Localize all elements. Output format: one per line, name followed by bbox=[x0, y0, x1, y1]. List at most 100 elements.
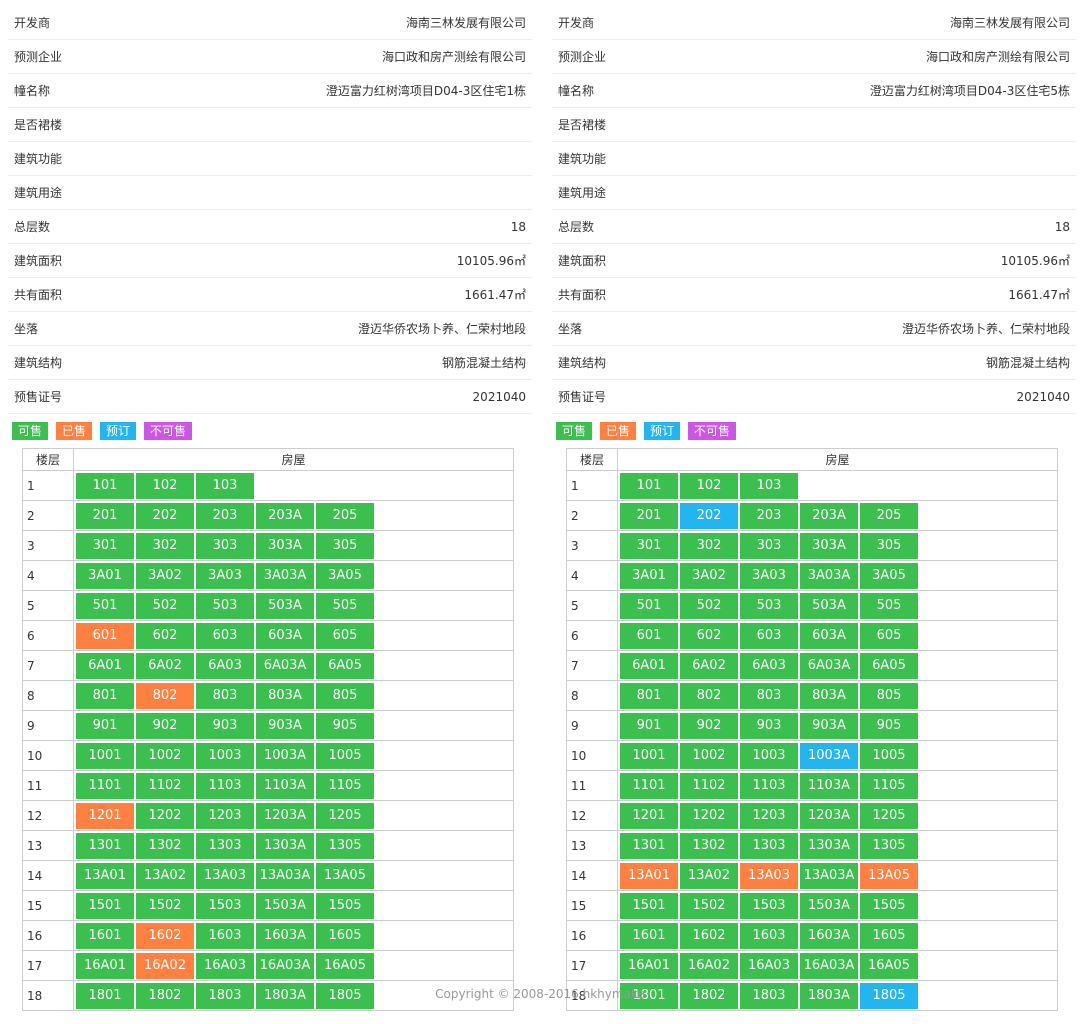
unit-cell[interactable]: 3A05 bbox=[860, 563, 918, 589]
unit-cell[interactable]: 201 bbox=[620, 503, 678, 529]
unit-cell[interactable]: 16A05 bbox=[316, 953, 374, 979]
unit-cell[interactable]: 205 bbox=[316, 503, 374, 529]
unit-cell[interactable]: 1201 bbox=[76, 803, 134, 829]
unit-cell[interactable]: 303A bbox=[800, 533, 858, 559]
unit-cell[interactable]: 1503 bbox=[740, 893, 798, 919]
unit-cell[interactable]: 102 bbox=[680, 473, 738, 499]
unit-cell[interactable]: 602 bbox=[136, 623, 194, 649]
unit-cell[interactable]: 1003A bbox=[256, 743, 314, 769]
unit-cell[interactable]: 305 bbox=[860, 533, 918, 559]
unit-cell[interactable]: 1002 bbox=[680, 743, 738, 769]
unit-cell[interactable]: 1803 bbox=[196, 983, 254, 1009]
unit-cell[interactable]: 1201 bbox=[620, 803, 678, 829]
unit-cell[interactable]: 1603 bbox=[196, 923, 254, 949]
unit-cell[interactable]: 605 bbox=[860, 623, 918, 649]
unit-cell[interactable]: 603A bbox=[800, 623, 858, 649]
unit-cell[interactable]: 13A03A bbox=[800, 863, 858, 889]
unit-cell[interactable]: 1503A bbox=[800, 893, 858, 919]
unit-cell[interactable]: 1803A bbox=[256, 983, 314, 1009]
unit-cell[interactable]: 3A03 bbox=[740, 563, 798, 589]
unit-cell[interactable]: 203 bbox=[740, 503, 798, 529]
unit-cell[interactable]: 801 bbox=[620, 683, 678, 709]
unit-cell[interactable]: 1305 bbox=[860, 833, 918, 859]
unit-cell[interactable]: 601 bbox=[620, 623, 678, 649]
unit-cell[interactable]: 1205 bbox=[316, 803, 374, 829]
unit-cell[interactable]: 1802 bbox=[680, 983, 738, 1009]
unit-cell[interactable]: 1603A bbox=[256, 923, 314, 949]
unit-cell[interactable]: 1301 bbox=[76, 833, 134, 859]
unit-cell[interactable]: 1302 bbox=[136, 833, 194, 859]
unit-cell[interactable]: 1303A bbox=[800, 833, 858, 859]
unit-cell[interactable]: 901 bbox=[620, 713, 678, 739]
unit-cell[interactable]: 1301 bbox=[620, 833, 678, 859]
unit-cell[interactable]: 903 bbox=[740, 713, 798, 739]
unit-cell[interactable]: 1202 bbox=[136, 803, 194, 829]
unit-cell[interactable]: 1105 bbox=[316, 773, 374, 799]
unit-cell[interactable]: 1005 bbox=[860, 743, 918, 769]
unit-cell[interactable]: 102 bbox=[136, 473, 194, 499]
unit-cell[interactable]: 1803A bbox=[800, 983, 858, 1009]
unit-cell[interactable]: 303 bbox=[740, 533, 798, 559]
unit-cell[interactable]: 13A03A bbox=[256, 863, 314, 889]
unit-cell[interactable]: 503 bbox=[196, 593, 254, 619]
unit-cell[interactable]: 6A02 bbox=[680, 653, 738, 679]
unit-cell[interactable]: 201 bbox=[76, 503, 134, 529]
unit-cell[interactable]: 1305 bbox=[316, 833, 374, 859]
unit-cell[interactable]: 903A bbox=[800, 713, 858, 739]
unit-cell[interactable]: 503A bbox=[256, 593, 314, 619]
unit-cell[interactable]: 103 bbox=[196, 473, 254, 499]
unit-cell[interactable]: 1601 bbox=[76, 923, 134, 949]
unit-cell[interactable]: 1501 bbox=[76, 893, 134, 919]
unit-cell[interactable]: 1605 bbox=[316, 923, 374, 949]
unit-cell[interactable]: 605 bbox=[316, 623, 374, 649]
unit-cell[interactable]: 1101 bbox=[620, 773, 678, 799]
unit-cell[interactable]: 903 bbox=[196, 713, 254, 739]
unit-cell[interactable]: 905 bbox=[316, 713, 374, 739]
unit-cell[interactable]: 1303A bbox=[256, 833, 314, 859]
unit-cell[interactable]: 901 bbox=[76, 713, 134, 739]
unit-cell[interactable]: 13A03 bbox=[196, 863, 254, 889]
unit-cell[interactable]: 602 bbox=[680, 623, 738, 649]
unit-cell[interactable]: 1203A bbox=[800, 803, 858, 829]
unit-cell[interactable]: 1105 bbox=[860, 773, 918, 799]
unit-cell[interactable]: 1205 bbox=[860, 803, 918, 829]
unit-cell[interactable]: 1203 bbox=[196, 803, 254, 829]
unit-cell[interactable]: 13A02 bbox=[680, 863, 738, 889]
unit-cell[interactable]: 1805 bbox=[316, 983, 374, 1009]
unit-cell[interactable]: 3A02 bbox=[680, 563, 738, 589]
unit-cell[interactable]: 803A bbox=[256, 683, 314, 709]
unit-cell[interactable]: 203A bbox=[256, 503, 314, 529]
unit-cell[interactable]: 1502 bbox=[680, 893, 738, 919]
unit-cell[interactable]: 1203 bbox=[740, 803, 798, 829]
unit-cell[interactable]: 205 bbox=[860, 503, 918, 529]
unit-cell[interactable]: 16A02 bbox=[680, 953, 738, 979]
unit-cell[interactable]: 501 bbox=[76, 593, 134, 619]
unit-cell[interactable]: 13A02 bbox=[136, 863, 194, 889]
unit-cell[interactable]: 1103 bbox=[740, 773, 798, 799]
unit-cell[interactable]: 1602 bbox=[136, 923, 194, 949]
unit-cell[interactable]: 505 bbox=[316, 593, 374, 619]
unit-cell[interactable]: 16A05 bbox=[860, 953, 918, 979]
unit-cell[interactable]: 1102 bbox=[680, 773, 738, 799]
unit-cell[interactable]: 6A03A bbox=[800, 653, 858, 679]
unit-cell[interactable]: 16A02 bbox=[136, 953, 194, 979]
unit-cell[interactable]: 3A02 bbox=[136, 563, 194, 589]
unit-cell[interactable]: 1103A bbox=[256, 773, 314, 799]
unit-cell[interactable]: 203A bbox=[800, 503, 858, 529]
unit-cell[interactable]: 802 bbox=[680, 683, 738, 709]
unit-cell[interactable]: 101 bbox=[76, 473, 134, 499]
unit-cell[interactable]: 103 bbox=[740, 473, 798, 499]
unit-cell[interactable]: 1102 bbox=[136, 773, 194, 799]
unit-cell[interactable]: 305 bbox=[316, 533, 374, 559]
unit-cell[interactable]: 802 bbox=[136, 683, 194, 709]
unit-cell[interactable]: 1601 bbox=[620, 923, 678, 949]
unit-cell[interactable]: 202 bbox=[680, 503, 738, 529]
unit-cell[interactable]: 902 bbox=[136, 713, 194, 739]
unit-cell[interactable]: 16A01 bbox=[76, 953, 134, 979]
unit-cell[interactable]: 101 bbox=[620, 473, 678, 499]
unit-cell[interactable]: 1203A bbox=[256, 803, 314, 829]
unit-cell[interactable]: 1003A bbox=[800, 743, 858, 769]
unit-cell[interactable]: 6A05 bbox=[860, 653, 918, 679]
unit-cell[interactable]: 502 bbox=[680, 593, 738, 619]
unit-cell[interactable]: 6A05 bbox=[316, 653, 374, 679]
